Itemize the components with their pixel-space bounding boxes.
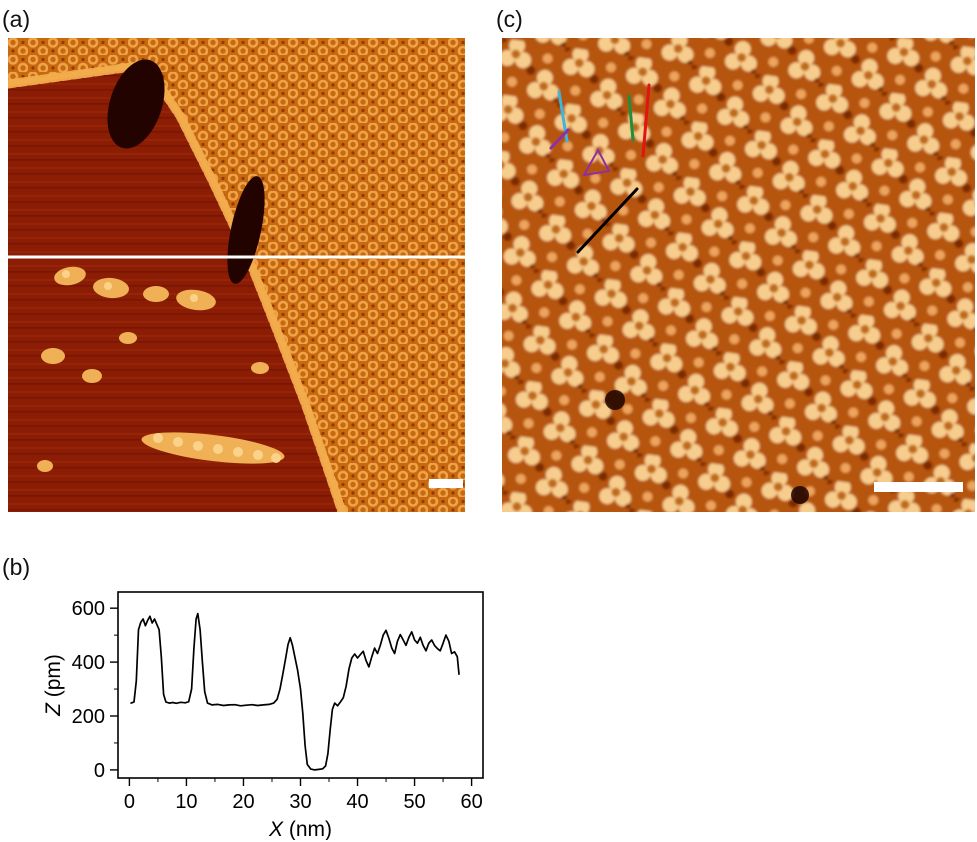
y-axis-label: Z (pm) xyxy=(42,654,65,717)
point-defect-1 xyxy=(605,390,625,410)
x-tick-label: 30 xyxy=(289,791,311,813)
x-axis-label: X (nm) xyxy=(268,818,332,840)
annotation-marks xyxy=(549,83,651,254)
y-tick-label: 400 xyxy=(72,652,105,674)
x-tick-label: 20 xyxy=(232,791,254,813)
x-tick-label: 0 xyxy=(124,791,135,813)
stm-image-a xyxy=(8,38,465,512)
panel-c-label: (c) xyxy=(496,6,523,32)
molecular-lattice-closeup xyxy=(502,38,975,512)
x-tick-label: 60 xyxy=(460,791,482,813)
x-tick-label: 40 xyxy=(346,791,368,813)
y-tick-label: 600 xyxy=(72,598,105,620)
green-line xyxy=(627,94,635,142)
dark-depression-1 xyxy=(107,59,165,149)
panel-a-label: (a) xyxy=(2,6,31,32)
black-line xyxy=(576,187,639,254)
purple-line xyxy=(549,128,570,150)
molecular-islands xyxy=(37,266,285,472)
point-defect-2 xyxy=(791,486,809,504)
y-tick-label: 0 xyxy=(94,760,105,782)
x-tick-label: 10 xyxy=(175,791,197,813)
profile-curve xyxy=(130,612,460,771)
x-tick-label: 50 xyxy=(403,791,425,813)
scale-bar-c xyxy=(874,482,963,492)
substrate-terrace xyxy=(8,65,342,512)
panel-b-label: (b) xyxy=(2,554,31,580)
purple-triangle xyxy=(582,147,611,177)
stm-image-c xyxy=(502,38,975,512)
scale-bar-a xyxy=(429,479,463,488)
y-tick-label: 200 xyxy=(72,706,105,728)
red-line xyxy=(641,83,651,158)
